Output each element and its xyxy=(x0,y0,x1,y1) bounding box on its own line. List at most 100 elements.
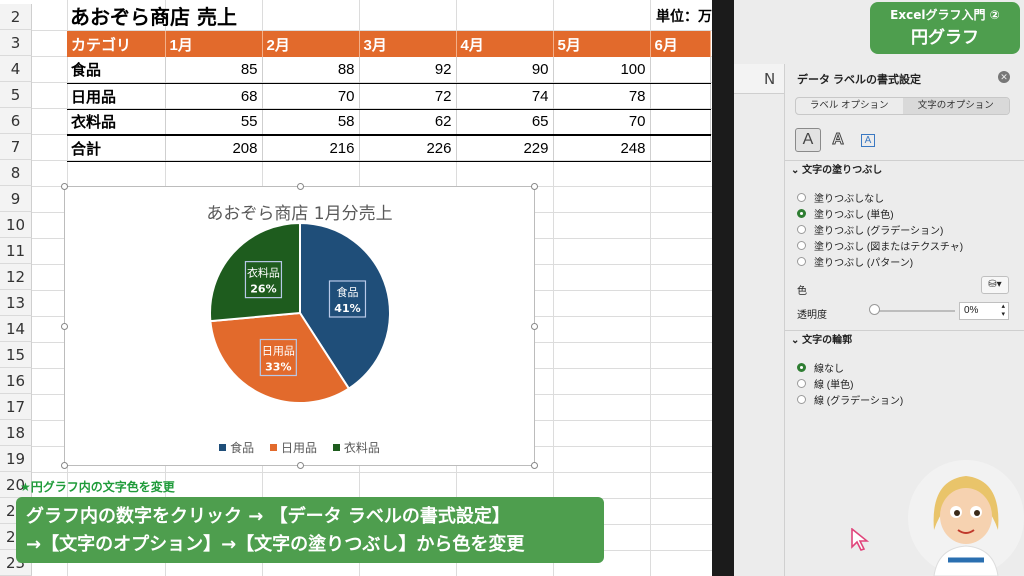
value-cell[interactable] xyxy=(650,109,711,136)
spreadsheet[interactable]: 234567891011121314151617181920212223 あおぞ… xyxy=(0,0,712,576)
outline-option[interactable]: 線 (グラデーション) xyxy=(797,392,903,407)
data-label-percent[interactable]: 33% xyxy=(265,361,291,374)
resize-handle[interactable] xyxy=(297,183,304,190)
fill-option[interactable]: 塗りつぶし (グラデーション) xyxy=(797,222,943,237)
header-cell[interactable]: 6月 xyxy=(650,31,711,57)
row-header[interactable]: 11 xyxy=(0,238,32,264)
value-cell[interactable] xyxy=(650,134,711,162)
outline-option[interactable]: 線 (単色) xyxy=(797,376,853,391)
header-cell[interactable]: カテゴリ xyxy=(67,31,166,57)
value-cell[interactable]: 62 xyxy=(359,109,457,136)
radio-icon[interactable] xyxy=(797,379,806,388)
column-header-n[interactable]: N xyxy=(734,64,784,94)
value-cell[interactable]: 229 xyxy=(456,134,554,162)
value-cell[interactable]: 74 xyxy=(456,83,554,110)
resize-handle[interactable] xyxy=(61,462,68,469)
row-header[interactable]: 12 xyxy=(0,264,32,290)
row-header[interactable]: 9 xyxy=(0,186,32,212)
category-cell[interactable]: 衣料品 xyxy=(67,109,166,136)
tab-text-options[interactable]: 文字のオプション xyxy=(902,98,1009,114)
tab-label-options[interactable]: ラベル オプション xyxy=(809,100,889,111)
radio-icon[interactable] xyxy=(797,257,806,266)
pie-chart[interactable]: あおぞら商店 1月分売上 食品 41% 日用品 33% 衣料品 26% 食品 日用品 衣料… xyxy=(61,183,538,469)
data-label-percent[interactable]: 41% xyxy=(334,302,360,315)
legend-item[interactable]: 衣料品 xyxy=(332,439,380,456)
row-header[interactable]: 14 xyxy=(0,316,32,342)
row-header[interactable]: 19 xyxy=(0,446,32,472)
resize-handle[interactable] xyxy=(297,462,304,469)
chart-title[interactable]: あおぞら商店 1月分売上 xyxy=(206,204,393,224)
value-cell[interactable] xyxy=(650,83,711,110)
value-cell[interactable]: 55 xyxy=(165,109,263,136)
value-cell[interactable] xyxy=(650,57,711,84)
radio-icon[interactable] xyxy=(797,241,806,250)
row-header[interactable]: 5 xyxy=(0,82,32,108)
data-label-box[interactable] xyxy=(259,338,297,377)
value-cell[interactable]: 72 xyxy=(359,83,457,110)
data-label-box[interactable] xyxy=(244,261,283,299)
pie-plot[interactable]: 食品 41% 日用品 33% 衣料品 26% xyxy=(65,223,536,463)
radio-icon[interactable] xyxy=(797,225,806,234)
pie-slice[interactable] xyxy=(209,223,301,323)
category-cell[interactable]: 合計 xyxy=(67,134,166,162)
data-label-percent[interactable]: 26% xyxy=(250,283,276,296)
outline-option-selected[interactable]: 線なし xyxy=(797,360,844,375)
header-cell[interactable]: 2月 xyxy=(262,31,360,57)
close-icon[interactable]: ✕ xyxy=(998,71,1010,83)
resize-handle[interactable] xyxy=(61,183,68,190)
transparency-slider[interactable] xyxy=(873,310,955,312)
row-header[interactable]: 2 xyxy=(0,4,32,30)
value-cell[interactable]: 65 xyxy=(456,109,554,136)
row-header[interactable]: 7 xyxy=(0,134,32,160)
value-cell[interactable]: 88 xyxy=(262,57,360,84)
legend-item[interactable]: 日用品 xyxy=(269,439,317,456)
value-cell[interactable]: 100 xyxy=(553,57,651,84)
value-cell[interactable]: 208 xyxy=(165,134,263,162)
value-cell[interactable]: 248 xyxy=(553,134,651,162)
resize-handle[interactable] xyxy=(531,462,538,469)
row-header[interactable]: 4 xyxy=(0,56,32,82)
resize-handle[interactable] xyxy=(531,183,538,190)
value-cell[interactable]: 78 xyxy=(553,83,651,110)
row-header[interactable]: 16 xyxy=(0,368,32,394)
row-header[interactable]: 15 xyxy=(0,342,32,368)
value-cell[interactable]: 85 xyxy=(165,57,263,84)
radio-icon[interactable] xyxy=(797,209,806,218)
radio-icon[interactable] xyxy=(797,395,806,404)
row-header[interactable]: 18 xyxy=(0,420,32,446)
value-cell[interactable]: 58 xyxy=(262,109,360,136)
category-cell[interactable]: 日用品 xyxy=(67,83,166,110)
row-header[interactable]: 8 xyxy=(0,160,32,186)
value-cell[interactable]: 92 xyxy=(359,57,457,84)
value-cell[interactable]: 68 xyxy=(165,83,263,110)
radio-icon[interactable] xyxy=(797,193,806,202)
section-text-fill[interactable]: ⌄ 文字の塗りつぶし xyxy=(785,160,1024,180)
fill-option[interactable]: 塗りつぶしなし xyxy=(797,190,884,205)
category-cell[interactable]: 食品 xyxy=(67,57,166,84)
resize-handle[interactable] xyxy=(531,323,538,330)
fill-option[interactable]: 塗りつぶし (図またはテクスチャ) xyxy=(797,238,963,253)
header-cell[interactable]: 1月 xyxy=(165,31,263,57)
paint-bucket-icon[interactable]: ⛁▾ xyxy=(981,276,1009,294)
chart-legend[interactable]: 食品 日用品 衣料品 xyxy=(65,439,534,456)
section-text-outline[interactable]: ⌄ 文字の輪郭 xyxy=(785,330,1024,350)
data-label-category[interactable]: 衣料品 xyxy=(247,266,280,280)
row-header[interactable]: 3 xyxy=(0,30,32,56)
resize-handle[interactable] xyxy=(61,323,68,330)
data-label-category[interactable]: 日用品 xyxy=(262,345,295,358)
spinner-icon[interactable]: ▴ ▾ xyxy=(1001,303,1005,318)
data-label-box[interactable] xyxy=(328,280,367,318)
data-label-category[interactable]: 食品 xyxy=(336,285,358,299)
row-header[interactable]: 6 xyxy=(0,108,32,134)
unit-label[interactable]: 単位：万 xyxy=(656,9,712,25)
header-cell[interactable]: 5月 xyxy=(553,31,651,57)
row-header[interactable]: 17 xyxy=(0,394,32,420)
legend-item[interactable]: 食品 xyxy=(219,439,254,456)
transparency-field[interactable]: 0% ▴ ▾ xyxy=(959,302,1009,320)
text-fill-icon[interactable]: A xyxy=(795,128,821,152)
fill-option-selected[interactable]: 塗りつぶし (単色) xyxy=(797,206,894,221)
row-header[interactable]: 13 xyxy=(0,290,32,316)
header-cell[interactable]: 3月 xyxy=(359,31,457,57)
value-cell[interactable]: 216 xyxy=(262,134,360,162)
value-cell[interactable]: 70 xyxy=(262,83,360,110)
